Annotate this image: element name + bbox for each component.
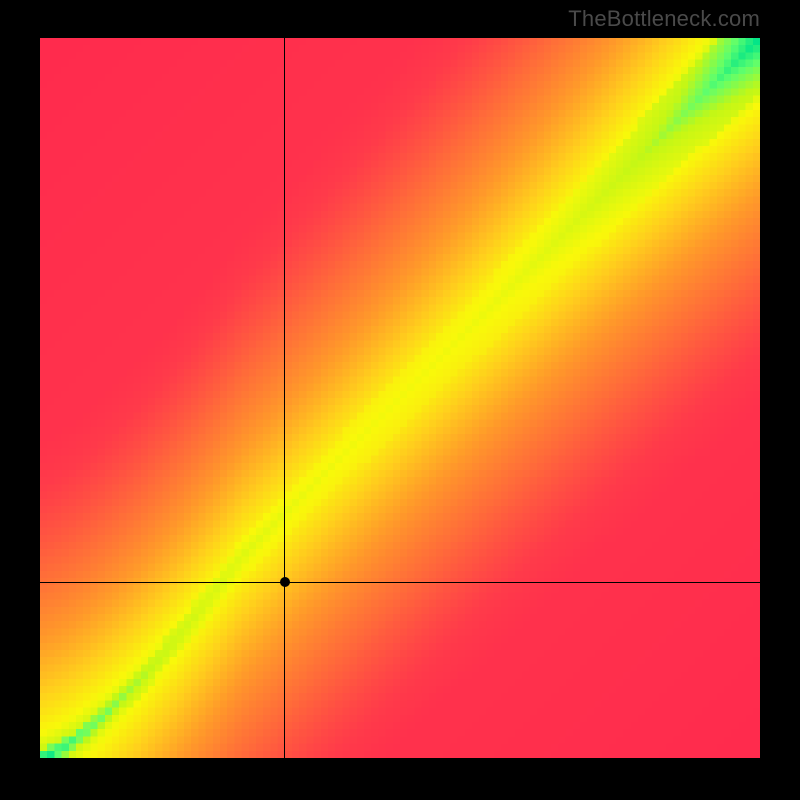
watermark-text: TheBottleneck.com [568,6,760,32]
heatmap-canvas [40,38,760,758]
heatmap-plot [40,38,760,758]
crosshair-marker [280,577,290,587]
crosshair-horizontal [40,582,760,583]
crosshair-vertical [284,38,285,758]
